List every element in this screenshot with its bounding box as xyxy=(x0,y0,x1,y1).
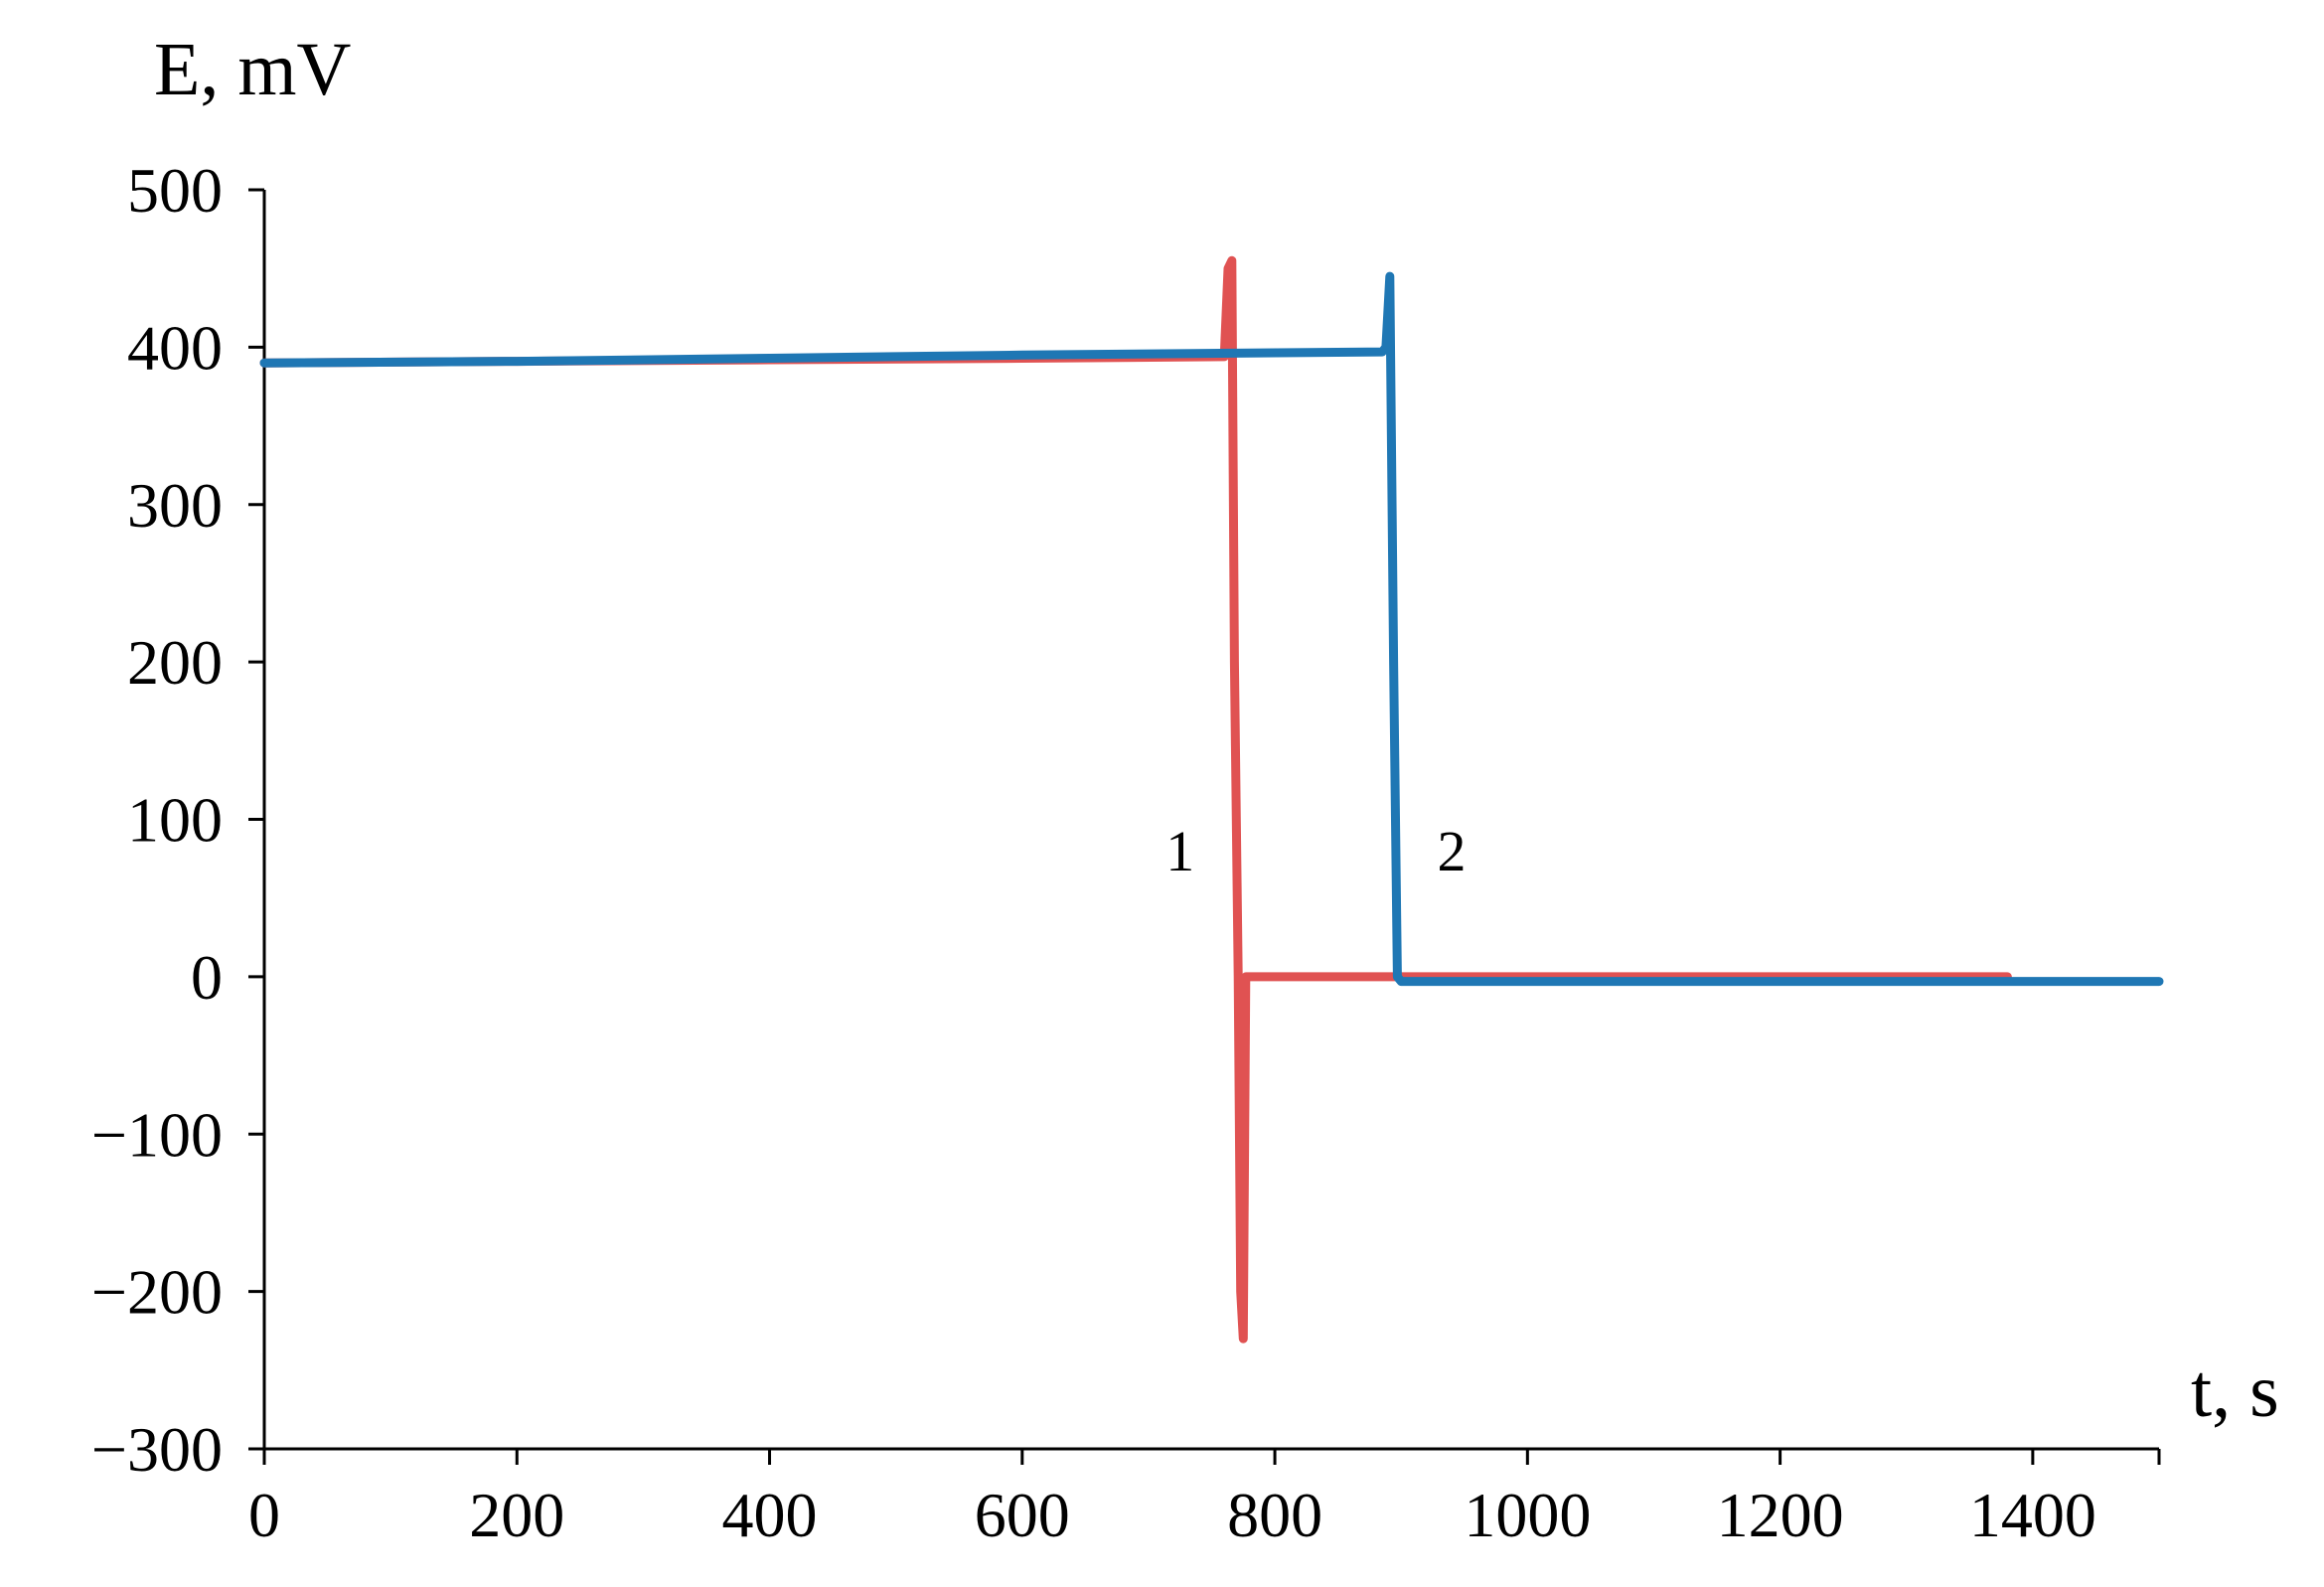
x-tick-label: 800 xyxy=(1227,1480,1322,1550)
y-tick-label: 300 xyxy=(127,470,223,541)
x-tick-label: 0 xyxy=(248,1480,280,1550)
x-tick-label: 1400 xyxy=(1969,1480,2096,1550)
series-label-1: 1 xyxy=(1165,819,1194,883)
y-axis-title: E, mV xyxy=(154,28,352,111)
y-tick-label: −300 xyxy=(91,1414,223,1485)
x-tick-label: 1000 xyxy=(1464,1480,1591,1550)
series-line-1 xyxy=(259,255,2012,1344)
x-tick-label: 200 xyxy=(469,1480,564,1550)
plot-area xyxy=(259,255,2164,1344)
x-tick-label: 1200 xyxy=(1717,1480,1844,1550)
y-tick-label: 200 xyxy=(127,627,223,698)
x-axis-title: t, s xyxy=(2191,1349,2279,1433)
y-tick-label: 500 xyxy=(127,155,223,226)
series-line-2 xyxy=(259,271,2164,987)
x-tick-label: 600 xyxy=(975,1480,1070,1550)
series-label-2: 2 xyxy=(1438,819,1467,883)
y-tick-label: −200 xyxy=(91,1257,223,1328)
y-tick-label: 0 xyxy=(191,942,223,1013)
y-tick-label: 100 xyxy=(127,785,223,856)
y-tick-label: 400 xyxy=(127,312,223,383)
x-tick-label: 400 xyxy=(722,1480,818,1550)
y-tick-label: −100 xyxy=(91,1099,223,1170)
